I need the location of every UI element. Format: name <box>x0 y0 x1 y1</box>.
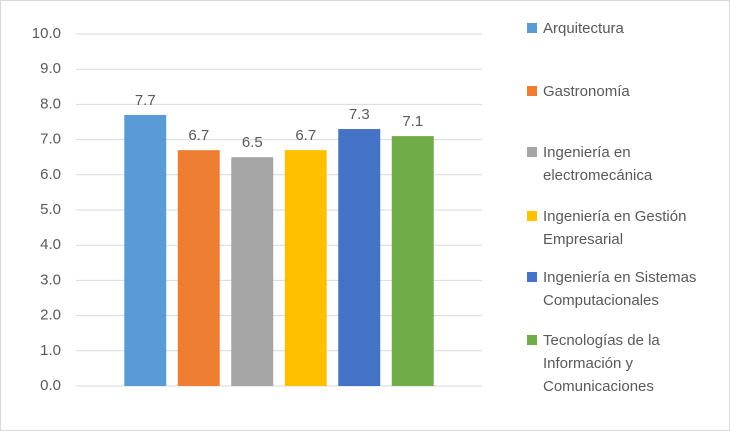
legend-entry: Ingeniería en electromecánica <box>527 141 717 187</box>
y-tick-label: 7.0 <box>40 131 61 148</box>
legend-entry: Tecnologías de la Información y Comunica… <box>527 329 717 398</box>
legend-swatch <box>527 211 537 221</box>
y-tick-label: 4.0 <box>40 236 61 253</box>
bar <box>124 114 167 387</box>
data-label: 7.7 <box>135 92 156 109</box>
y-tick-label: 2.0 <box>40 307 61 324</box>
legend-entry: Gastronomía <box>527 80 717 103</box>
legend-entry: Arquitectura <box>527 17 717 40</box>
legend-swatch <box>527 335 537 345</box>
data-label: 7.3 <box>349 106 370 123</box>
legend-label: Ingeniería en Gestión Empresarial <box>543 208 687 248</box>
bar <box>177 150 220 386</box>
data-label: 6.5 <box>242 134 263 151</box>
legend-entry: Ingeniería en Gestión Empresarial <box>527 205 717 251</box>
legend-swatch <box>527 23 537 33</box>
legend-label: Gastronomía <box>543 83 630 100</box>
bar <box>284 150 327 386</box>
y-tick-label: 5.0 <box>40 201 61 218</box>
bar <box>391 136 434 386</box>
y-tick-label: 3.0 <box>40 271 61 288</box>
bar <box>338 129 381 387</box>
legend-swatch <box>527 272 537 282</box>
y-tick-label: 6.0 <box>40 166 61 183</box>
data-label: 6.7 <box>295 127 316 144</box>
y-tick-label: 10.0 <box>32 25 61 42</box>
legend-swatch <box>527 147 537 157</box>
legend-label: Ingeniería en Sistemas Computacionales <box>543 269 697 309</box>
legend-label: Arquitectura <box>543 20 624 37</box>
legend-label: Ingeniería en electromecánica <box>543 144 653 184</box>
legend-swatch <box>527 86 537 96</box>
bar <box>231 157 274 386</box>
legend-label: Tecnologías de la Información y Comunica… <box>543 332 660 395</box>
legend-entry: Ingeniería en Sistemas Computacionales <box>527 266 717 312</box>
y-tick-label: 0.0 <box>40 377 61 394</box>
y-tick-label: 8.0 <box>40 95 61 112</box>
y-tick-label: 1.0 <box>40 342 61 359</box>
y-tick-label: 9.0 <box>40 60 61 77</box>
data-label: 6.7 <box>188 127 209 144</box>
data-label: 7.1 <box>402 113 423 130</box>
